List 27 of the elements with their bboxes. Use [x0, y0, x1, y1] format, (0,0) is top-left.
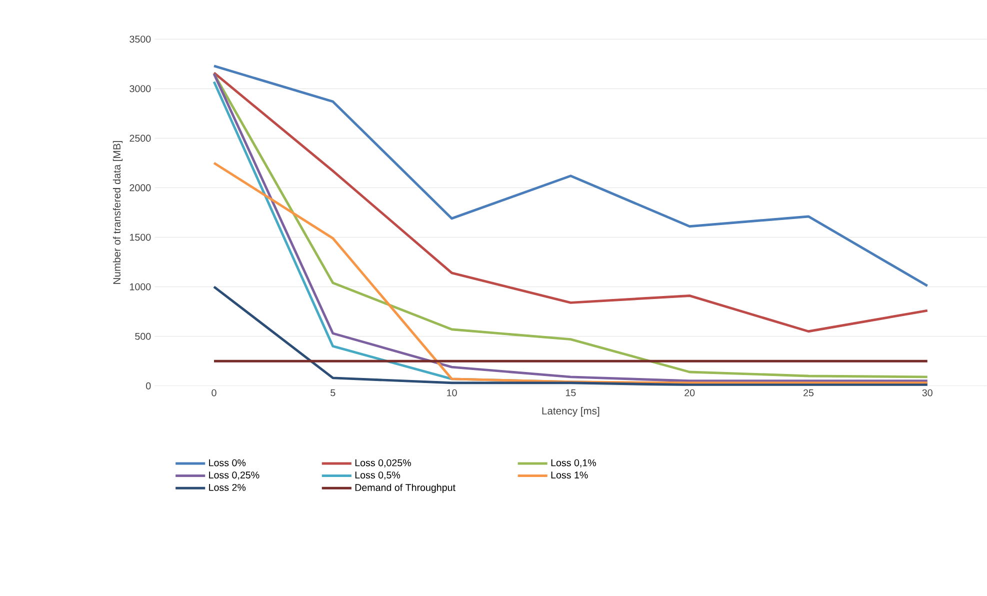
legend-label: Loss 0,25% [209, 472, 260, 480]
legend-label: Loss 0,025% [355, 459, 411, 468]
x-tick-label: 20 [684, 389, 695, 396]
y-tick-label: 2000 [130, 184, 151, 192]
x-tick-label: 15 [566, 389, 576, 396]
y-axis-title: Number of transfered data [MB] [112, 141, 123, 284]
y-tick-label: 3500 [130, 36, 151, 43]
y-tick-label: 500 [135, 332, 151, 340]
x-axis-title: Latency [ms] [542, 407, 600, 417]
x-tick-label: 0 [212, 389, 216, 396]
legend-label: Demand of Throughput [355, 484, 456, 494]
line-series [212, 72, 929, 333]
legend-label: Loss 0,5% [355, 472, 400, 480]
legend-label: Loss 1% [551, 472, 588, 479]
legend-label: Loss 0% [209, 459, 246, 466]
x-tick-label: 5 [330, 389, 336, 396]
y-tick-label: 0 [146, 382, 151, 390]
x-tick-label: 25 [804, 389, 814, 396]
legend-label: Loss 2% [209, 484, 246, 491]
x-tick-label: 30 [922, 389, 932, 396]
y-tick-label: 2500 [130, 134, 151, 142]
y-tick-label: 3000 [130, 85, 151, 92]
x-tick-label: 10 [447, 389, 457, 396]
legend-label: Loss 0,1% [551, 459, 596, 468]
line-series [212, 64, 929, 288]
y-tick-label: 1000 [130, 283, 151, 290]
y-tick-label: 1500 [130, 234, 151, 241]
